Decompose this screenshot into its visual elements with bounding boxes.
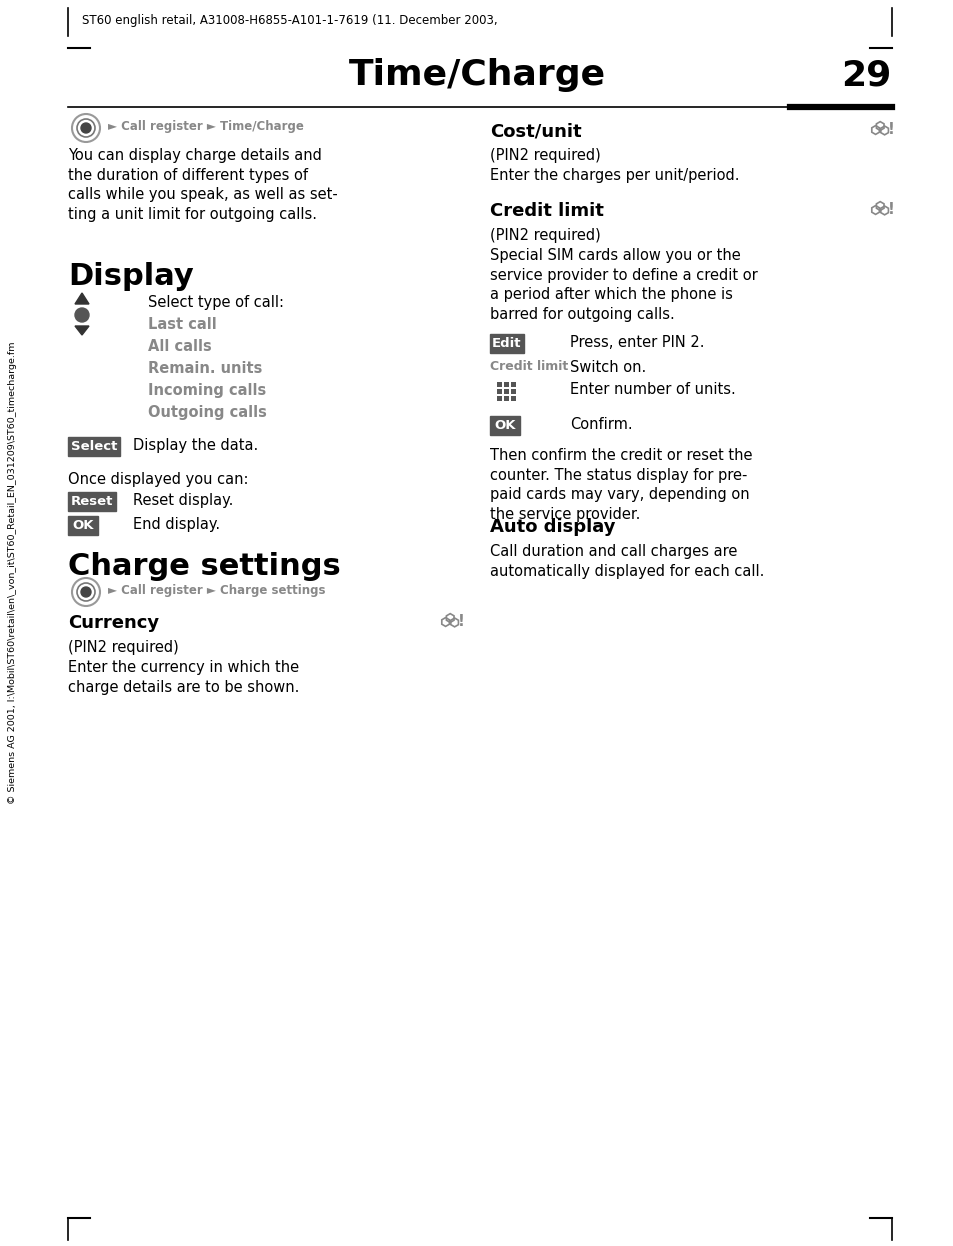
FancyBboxPatch shape bbox=[503, 396, 509, 401]
FancyBboxPatch shape bbox=[68, 437, 120, 456]
Text: (PIN2 required): (PIN2 required) bbox=[490, 228, 600, 243]
Text: Enter the charges per unit/period.: Enter the charges per unit/period. bbox=[490, 168, 739, 183]
Text: Reset display.: Reset display. bbox=[132, 493, 233, 508]
FancyBboxPatch shape bbox=[68, 492, 116, 511]
Text: !: ! bbox=[457, 613, 464, 628]
Text: (PIN2 required): (PIN2 required) bbox=[490, 148, 600, 163]
Text: Call duration and call charges are
automatically displayed for each call.: Call duration and call charges are autom… bbox=[490, 545, 763, 578]
Text: ► Call register ► Time/Charge: ► Call register ► Time/Charge bbox=[108, 120, 304, 133]
Text: Reset: Reset bbox=[71, 495, 113, 508]
FancyBboxPatch shape bbox=[511, 383, 516, 388]
FancyBboxPatch shape bbox=[68, 516, 98, 535]
Text: Time/Charge: Time/Charge bbox=[348, 59, 605, 92]
Text: Switch on.: Switch on. bbox=[569, 360, 645, 375]
Text: Credit limit: Credit limit bbox=[490, 360, 568, 373]
Text: Outgoing calls: Outgoing calls bbox=[148, 405, 267, 420]
Text: Display the data.: Display the data. bbox=[132, 439, 258, 454]
Text: Auto display: Auto display bbox=[490, 518, 615, 536]
Text: Display: Display bbox=[68, 262, 193, 292]
Text: Then confirm the credit or reset the
counter. The status display for pre-
paid c: Then confirm the credit or reset the cou… bbox=[490, 449, 752, 522]
Text: OK: OK bbox=[494, 419, 516, 432]
Text: Select: Select bbox=[71, 440, 117, 454]
Text: Once displayed you can:: Once displayed you can: bbox=[68, 472, 248, 487]
FancyBboxPatch shape bbox=[490, 416, 519, 435]
Text: ST60 english retail, A31008-H6855-A101-1-7619 (11. December 2003,: ST60 english retail, A31008-H6855-A101-1… bbox=[82, 14, 497, 27]
FancyBboxPatch shape bbox=[503, 383, 509, 388]
Text: Press, enter PIN 2.: Press, enter PIN 2. bbox=[569, 335, 703, 350]
FancyBboxPatch shape bbox=[497, 383, 501, 388]
Text: Confirm.: Confirm. bbox=[569, 417, 632, 432]
Text: Select type of call:: Select type of call: bbox=[148, 295, 284, 310]
Polygon shape bbox=[75, 326, 89, 335]
FancyBboxPatch shape bbox=[497, 389, 501, 394]
Polygon shape bbox=[75, 293, 89, 304]
Text: (PIN2 required): (PIN2 required) bbox=[68, 640, 178, 655]
FancyBboxPatch shape bbox=[497, 396, 501, 401]
Text: Edit: Edit bbox=[492, 336, 521, 350]
Text: !: ! bbox=[887, 122, 894, 137]
Text: Remain. units: Remain. units bbox=[148, 361, 262, 376]
Text: Enter the currency in which the
charge details are to be shown.: Enter the currency in which the charge d… bbox=[68, 660, 299, 694]
Text: Cost/unit: Cost/unit bbox=[490, 122, 581, 140]
Text: ► Call register ► Charge settings: ► Call register ► Charge settings bbox=[108, 584, 325, 597]
Text: Charge settings: Charge settings bbox=[68, 552, 340, 581]
Circle shape bbox=[81, 587, 91, 597]
Circle shape bbox=[75, 308, 89, 321]
FancyBboxPatch shape bbox=[503, 389, 509, 394]
Text: OK: OK bbox=[72, 520, 93, 532]
Text: You can display charge details and
the duration of different types of
calls whil: You can display charge details and the d… bbox=[68, 148, 337, 222]
Text: Enter number of units.: Enter number of units. bbox=[569, 383, 735, 397]
Text: End display.: End display. bbox=[132, 517, 220, 532]
Text: © Siemens AG 2001, I:\Mobil\ST60\retail\en\_von_it\ST60_Retail_EN_031209\ST60_ti: © Siemens AG 2001, I:\Mobil\ST60\retail\… bbox=[9, 341, 17, 804]
Text: !: ! bbox=[887, 202, 894, 217]
Text: Incoming calls: Incoming calls bbox=[148, 383, 266, 397]
FancyBboxPatch shape bbox=[490, 334, 523, 353]
Text: Currency: Currency bbox=[68, 614, 159, 632]
Text: 29: 29 bbox=[841, 59, 891, 92]
Text: Credit limit: Credit limit bbox=[490, 202, 603, 221]
FancyBboxPatch shape bbox=[511, 389, 516, 394]
Text: Special SIM cards allow you or the
service provider to define a credit or
a peri: Special SIM cards allow you or the servi… bbox=[490, 248, 757, 321]
FancyBboxPatch shape bbox=[511, 396, 516, 401]
Text: Last call: Last call bbox=[148, 316, 216, 331]
Circle shape bbox=[81, 123, 91, 133]
Text: All calls: All calls bbox=[148, 339, 212, 354]
